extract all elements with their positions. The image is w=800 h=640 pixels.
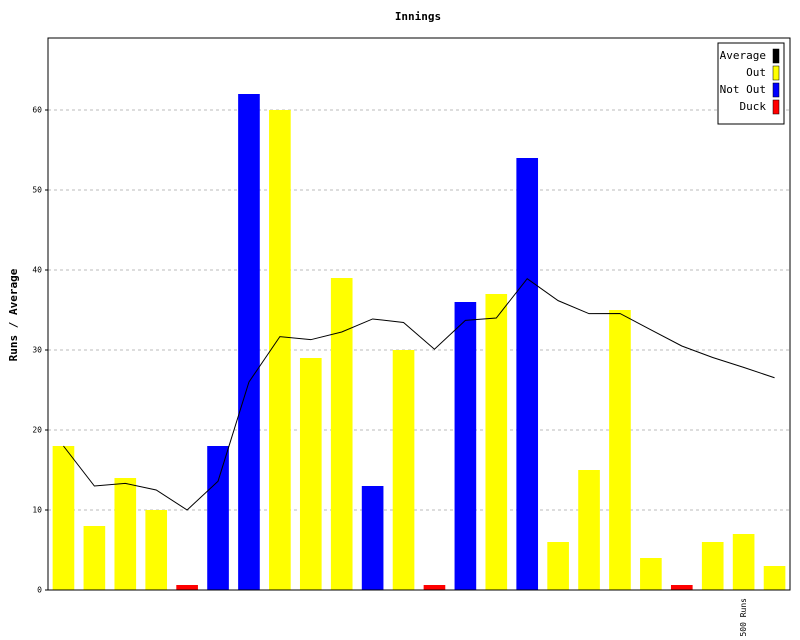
bar	[145, 510, 168, 590]
bar	[670, 585, 693, 590]
bar	[238, 94, 260, 590]
bar	[547, 542, 569, 590]
bar	[763, 566, 786, 590]
bar	[701, 542, 724, 590]
y-tick-label: 40	[32, 266, 42, 275]
bar	[361, 486, 384, 590]
bar	[83, 526, 106, 590]
average-line	[63, 278, 775, 511]
bar	[454, 302, 477, 590]
chart-title: Innings	[395, 10, 441, 23]
bar	[578, 470, 600, 590]
bar	[330, 278, 353, 590]
bar	[516, 158, 539, 590]
y-axis-title: Runs / Average	[7, 268, 20, 361]
legend-swatch	[772, 48, 780, 64]
y-tick-label: 10	[32, 506, 42, 515]
plot-frame	[47, 37, 791, 591]
legend: Average Out Not Out Duck	[717, 42, 785, 125]
y-tick-label: 20	[32, 426, 42, 435]
legend-swatch	[772, 65, 780, 81]
legend-label: Average	[720, 49, 766, 62]
bar	[299, 358, 322, 590]
y-tick-label: 60	[32, 106, 42, 115]
legend-label: Out	[746, 66, 766, 79]
bar	[485, 294, 508, 590]
legend-swatch	[772, 82, 780, 98]
y-tick-label: 50	[32, 186, 42, 195]
bar	[609, 310, 631, 590]
bar	[640, 558, 662, 590]
bar	[732, 534, 755, 590]
bar	[423, 585, 446, 590]
bar	[207, 446, 229, 590]
legend-label: Not Out	[720, 83, 766, 96]
y-tick-label: 30	[32, 346, 42, 355]
bar	[176, 585, 198, 590]
legend-swatch	[772, 99, 780, 115]
y-tick-label: 0	[37, 586, 42, 595]
bar	[392, 350, 415, 590]
legend-label: Duck	[740, 100, 767, 113]
x-tick-label: 500 Runs	[739, 598, 748, 637]
bar	[52, 446, 75, 590]
bar	[269, 110, 291, 590]
bar	[114, 478, 137, 590]
